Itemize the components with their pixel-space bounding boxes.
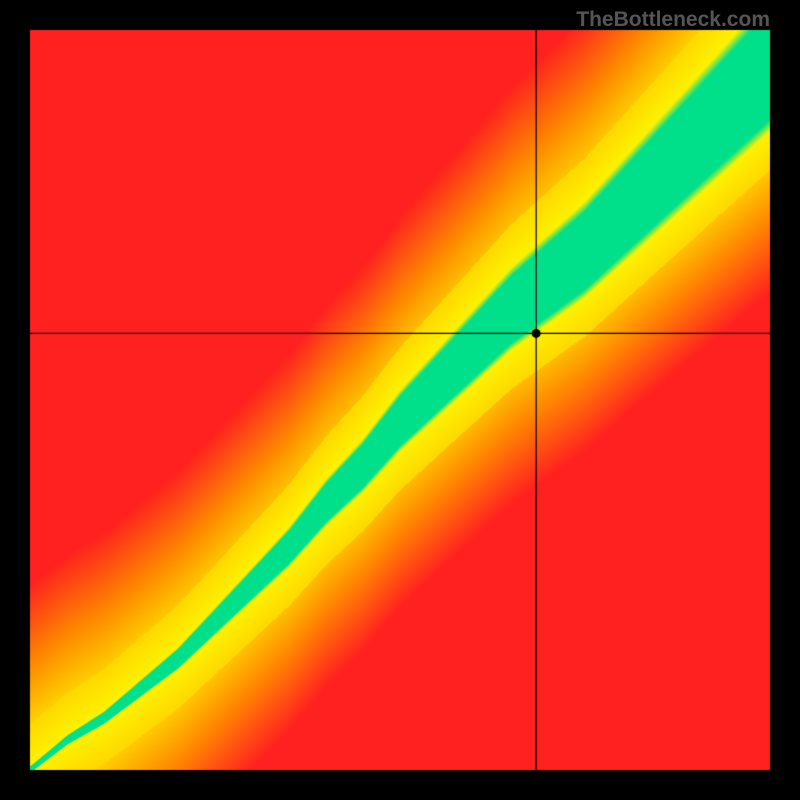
watermark-text: TheBottleneck.com bbox=[576, 8, 770, 32]
chart-container: TheBottleneck.com bbox=[0, 0, 800, 800]
bottleneck-heatmap bbox=[0, 0, 800, 800]
